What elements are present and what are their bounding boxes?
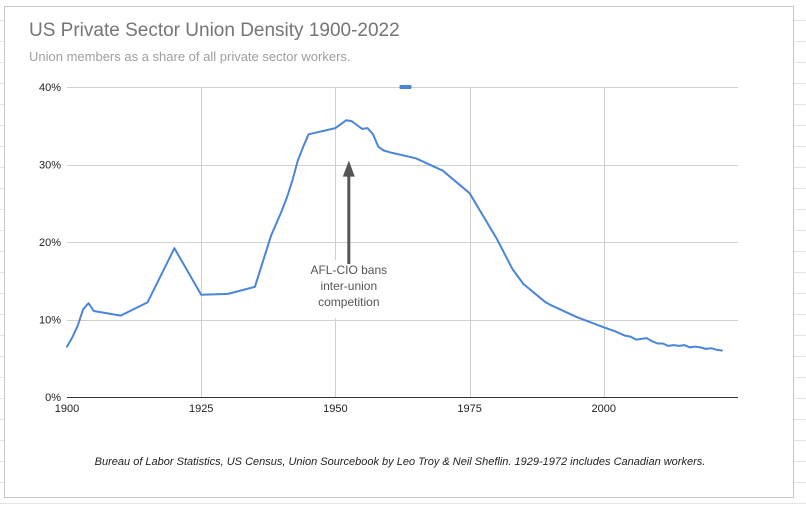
y-tick-label: 10% [39,315,61,327]
x-tick-label: 1925 [189,403,213,415]
x-tick-label: 2000 [592,403,616,415]
chart-subtitle: Union members as a share of all private … [29,49,351,64]
chart-title: US Private Sector Union Density 1900-202… [29,20,400,41]
series-line [66,119,723,352]
annotation-text: competition [318,295,379,309]
annotation-arrow-head [342,160,355,177]
y-tick-label: 30% [39,160,61,172]
annotation-background [298,260,399,318]
source-note: Bureau of Labor Statistics, US Census, U… [94,456,706,468]
y-tick-label: 0% [45,392,61,404]
x-tick-label: 1975 [457,403,481,415]
annotation-text: inter-union [320,279,377,293]
legend-swatch [399,85,412,89]
annotation-text: AFL-CIO bans [310,263,387,277]
x-tick-label: 1900 [55,403,79,415]
x-tick-label: 1950 [323,403,347,415]
y-tick-label: 40% [39,82,61,94]
y-tick-label: 20% [39,237,61,249]
